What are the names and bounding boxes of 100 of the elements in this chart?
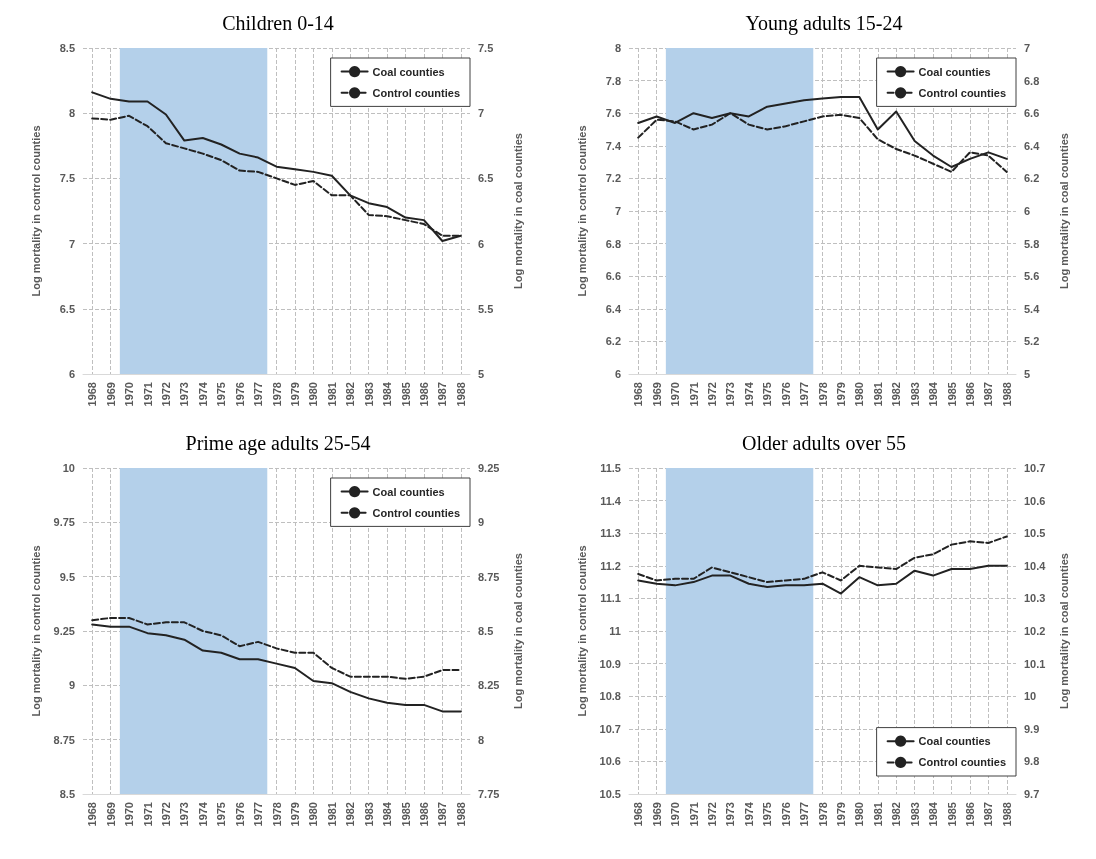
y2-tick-label: 8.75 [478,570,500,583]
y-tick-label: 8.5 [59,42,75,54]
y2-tick-label: 5.6 [1024,270,1040,283]
y-tick-label: 8 [68,107,75,120]
x-tick-label: 1986 [417,802,430,827]
x-tick-label: 1981 [871,802,884,827]
x-tick-label: 1969 [104,382,117,407]
y2-tick-label: 10.4 [1024,559,1047,572]
legend-label: Control counties [372,506,460,519]
y-tick-label: 10 [62,462,75,474]
x-tick-label: 1968 [86,382,99,407]
y-axis-title: Log mortality in control counties [575,125,588,297]
x-tick-label: 1980 [853,382,866,407]
x-tick-label: 1976 [233,802,246,827]
y2-tick-label: 7 [1024,42,1031,54]
x-tick-label: 1974 [196,381,209,407]
y2-tick-label: 6.6 [1024,107,1040,120]
x-tick-label: 1983 [908,382,921,407]
y-tick-label: 7.8 [605,74,621,87]
y-axis-title: Log mortality in control counties [29,125,42,297]
y2-tick-label: 9 [478,516,485,529]
x-tick-label: 1982 [890,382,903,407]
y-tick-label: 11.1 [600,592,621,605]
line-series [91,616,462,680]
x-tick-label: 1984 [381,381,394,407]
x-tick-label: 1976 [779,802,792,827]
x-tick-label: 1979 [288,382,301,407]
x-tick-label: 1984 [927,801,940,827]
x-tick-label: 1970 [123,802,136,827]
chart-title: Prime age adults 25-54 [185,432,371,455]
x-tick-label: 1977 [798,382,811,407]
y-axis-title: Log mortality in control counties [29,545,42,717]
x-tick-label: 1970 [669,802,682,827]
y-tick-label: 9.25 [53,625,75,637]
y-tick-label: 7 [614,205,621,217]
x-tick-label: 1973 [724,802,737,827]
x-tick-label: 1978 [270,382,283,407]
x-tick-label: 1984 [381,801,394,827]
y-tick-label: 10.7 [599,722,621,735]
y-tick-label: 6.8 [605,237,621,250]
x-tick-label: 1977 [252,802,265,827]
y2-axis-title: Log mortality in coal counties [1057,553,1070,709]
y2-tick-label: 5.8 [1024,237,1040,250]
y-tick-label: 6 [68,368,75,380]
x-tick-label: 1981 [325,382,338,407]
x-tick-label: 1968 [86,802,99,827]
y-tick-label: 11.4 [600,494,622,507]
y-tick-label: 10.6 [599,755,621,768]
x-tick-label: 1969 [104,802,117,827]
y2-tick-label: 9.9 [1024,722,1040,735]
y2-tick-label: 5.2 [1024,335,1040,348]
x-tick-label: 1979 [834,802,847,827]
y-tick-label: 6 [614,368,621,380]
x-tick-label: 1973 [178,802,191,827]
y-tick-label: 7.5 [59,172,75,185]
chart-title: Children 0-14 [222,12,334,34]
y-tick-label: 8 [614,42,621,54]
y2-tick-label: 7.75 [478,788,500,800]
y2-tick-label: 6.2 [1024,172,1040,185]
y2-tick-label: 6.5 [478,172,494,185]
x-tick-label: 1986 [417,382,430,407]
y2-tick-label: 10.2 [1024,625,1046,637]
x-tick-label: 1972 [705,802,718,827]
y2-tick-label: 7.5 [478,42,494,54]
y-tick-label: 9.5 [59,570,75,583]
y2-tick-label: 6.4 [1024,139,1041,152]
y-tick-label: 10.9 [599,657,621,670]
x-tick-label: 1969 [650,802,663,827]
y2-tick-label: 5 [478,368,485,380]
y-tick-label: 11 [609,625,621,637]
y-tick-label: 11.5 [600,462,621,474]
y-tick-label: 7.6 [605,107,621,120]
y2-tick-label: 10 [1024,690,1037,703]
x-tick-label: 1988 [1000,802,1013,827]
x-tick-label: 1975 [215,382,228,407]
y2-tick-label: 6.8 [1024,74,1040,87]
legend-label: Control counties [918,756,1006,769]
x-tick-label: 1970 [123,382,136,407]
y-tick-label: 8.75 [53,733,75,746]
y2-tick-label: 10.5 [1024,527,1046,540]
y-tick-label: 11.2 [600,559,621,572]
y-tick-label: 6.4 [605,302,622,315]
x-tick-label: 1988 [454,802,467,827]
y2-tick-label: 6 [1024,205,1031,217]
y-tick-label: 8.5 [59,788,75,800]
x-tick-label: 1968 [632,382,645,407]
x-tick-label: 1978 [816,802,829,827]
x-tick-label: 1980 [853,802,866,827]
x-tick-label: 1977 [252,382,265,407]
legend-label: Control counties [918,86,1006,99]
x-tick-label: 1974 [742,381,755,407]
legend-label: Coal counties [918,65,991,78]
legend-label: Coal counties [372,65,445,78]
y2-tick-label: 5 [1024,368,1031,380]
x-tick-label: 1979 [834,382,847,407]
y2-tick-label: 7 [478,107,485,120]
x-tick-label: 1973 [724,382,737,407]
x-tick-label: 1972 [159,382,172,407]
x-tick-label: 1968 [632,802,645,827]
y-tick-label: 11.3 [600,527,621,540]
